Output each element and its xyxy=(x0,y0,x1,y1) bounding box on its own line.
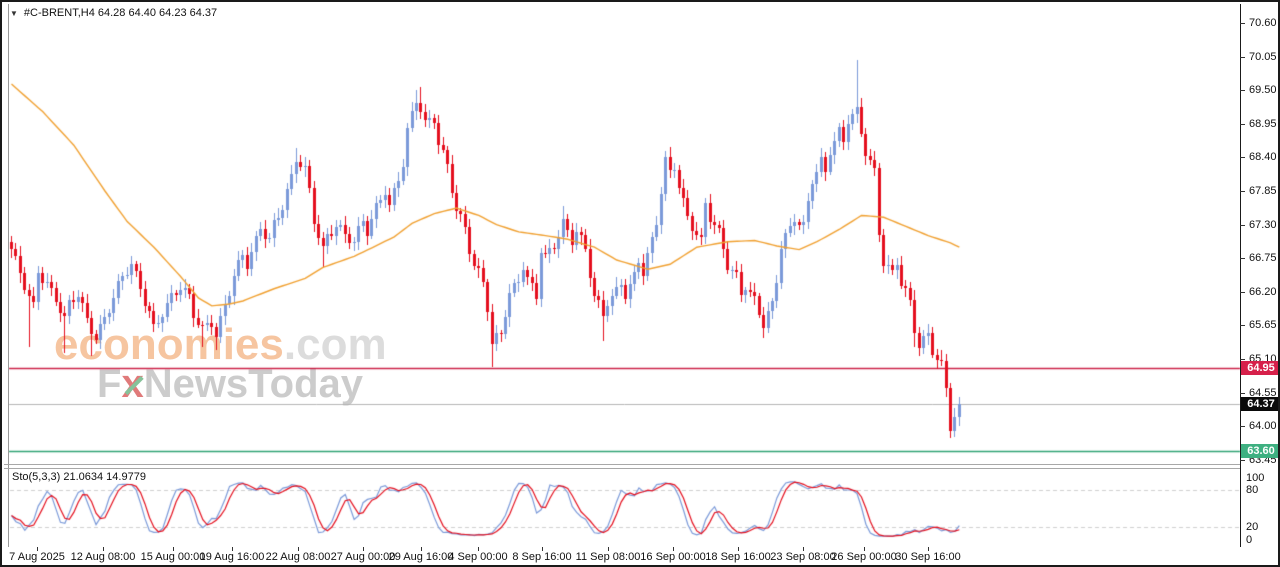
time-axis-tick xyxy=(298,547,299,551)
price-axis-tick xyxy=(1240,325,1245,327)
price-axis-tick xyxy=(1240,23,1245,24)
time-axis-tick xyxy=(478,547,479,551)
symbol-bar: ▼ #C-BRENT,H4 64.28 64.40 64.23 64.37 xyxy=(10,7,217,19)
panel-separator-bottom[interactable] xyxy=(4,468,1240,469)
time-axis-tick xyxy=(173,547,174,551)
price-axis-label: 67.85 xyxy=(1249,184,1277,197)
price-axis-tick xyxy=(1240,190,1245,192)
time-axis-label: 4 Sep 00:00 xyxy=(448,551,508,563)
price-axis-label: 68.40 xyxy=(1249,151,1277,164)
time-axis-label: 12 Aug 08:00 xyxy=(70,551,136,563)
price-axis[interactable]: 70.60 70.05 69.50 68.95 68.40 67.85 67.30 66.75… xyxy=(1240,2,1278,547)
price-badge-63.60: 63.60 xyxy=(1241,443,1278,458)
price-badge-64.95: 64.95 xyxy=(1241,361,1278,376)
time-axis-tick xyxy=(864,547,865,551)
time-axis-tick xyxy=(232,547,233,551)
chart-left-border xyxy=(8,4,9,547)
time-axis-label: 26 Sep 00:00 xyxy=(831,551,897,563)
price-axis-label: 66.75 xyxy=(1249,252,1277,265)
time-axis-tick xyxy=(928,547,929,551)
time-axis-label: 15 Aug 00:00 xyxy=(140,551,206,563)
price-axis-tick xyxy=(1240,358,1245,360)
price-axis-label: 68.95 xyxy=(1249,117,1277,130)
sto-axis-label: 100 xyxy=(1246,471,1265,484)
price-axis-label: 65.65 xyxy=(1249,319,1277,332)
price-axis-tick xyxy=(1240,157,1245,159)
sto-axis-label: 0 xyxy=(1246,533,1253,546)
time-axis-label: 27 Aug 00:00 xyxy=(330,551,396,563)
price-axis-tick xyxy=(1240,459,1245,461)
price-axis-tick xyxy=(1240,224,1245,226)
time-axis-tick xyxy=(542,547,543,551)
price-axis-tick xyxy=(1240,426,1245,428)
time-axis-label: 29 Aug 16:00 xyxy=(388,551,454,563)
price-axis-label: 67.30 xyxy=(1249,218,1277,231)
sto-axis-label: 20 xyxy=(1246,521,1259,534)
price-badge-64.37: 64.37 xyxy=(1241,396,1278,411)
price-axis-tick xyxy=(1240,90,1245,92)
time-axis-label: 23 Sep 08:00 xyxy=(770,551,836,563)
price-axis-label: 69.50 xyxy=(1249,84,1277,97)
time-axis-tick xyxy=(738,547,739,551)
time-axis-label: 8 Sep 16:00 xyxy=(512,551,572,563)
time-axis-label: 11 Sep 08:00 xyxy=(575,551,641,563)
price-axis-tick xyxy=(1240,291,1245,293)
price-axis-label: 70.60 xyxy=(1249,17,1277,29)
time-axis-tick xyxy=(673,547,674,551)
price-axis-tick xyxy=(1240,258,1245,260)
time-axis-tick xyxy=(103,547,104,551)
time-axis-label: 30 Sep 16:00 xyxy=(895,551,961,563)
time-axis-label: 16 Sep 00:00 xyxy=(640,551,706,563)
price-axis-border xyxy=(1240,4,1241,547)
panel-separator-top[interactable] xyxy=(4,464,1240,465)
symbol-ohlc-label: #C-BRENT,H4 64.28 64.40 64.23 64.37 xyxy=(23,7,218,19)
time-axis-label: 7 Aug 2025 xyxy=(9,551,65,563)
sto-axis-label: 80 xyxy=(1246,484,1259,497)
price-axis-label: 64.55 xyxy=(1249,386,1277,399)
price-axis-tick xyxy=(1240,123,1245,125)
price-axis-label: 66.20 xyxy=(1249,285,1277,298)
time-axis-tick xyxy=(37,547,38,551)
time-axis-label: 22 Aug 08:00 xyxy=(265,551,331,563)
time-axis-tick xyxy=(421,547,422,551)
time-axis-label: 19 Aug 16:00 xyxy=(199,551,265,563)
price-axis-label: 64.00 xyxy=(1249,420,1277,433)
time-axis-tick xyxy=(803,547,804,551)
time-axis[interactable]: 7 Aug 2025 12 Aug 08:00 15 Aug 00:00 19 Aug… xyxy=(2,547,1278,565)
time-axis-label: 18 Sep 16:00 xyxy=(705,551,771,563)
stochastic-indicator-label: Sto(5,3,3) 21.0634 14.9779 xyxy=(12,471,146,483)
symbol-dropdown-icon[interactable]: ▼ xyxy=(10,8,18,18)
price-axis-tick xyxy=(1240,56,1245,58)
time-axis-tick xyxy=(608,547,609,551)
price-axis-tick xyxy=(1240,392,1245,394)
price-axis-label: 70.05 xyxy=(1249,50,1277,63)
time-axis-tick xyxy=(363,547,364,551)
